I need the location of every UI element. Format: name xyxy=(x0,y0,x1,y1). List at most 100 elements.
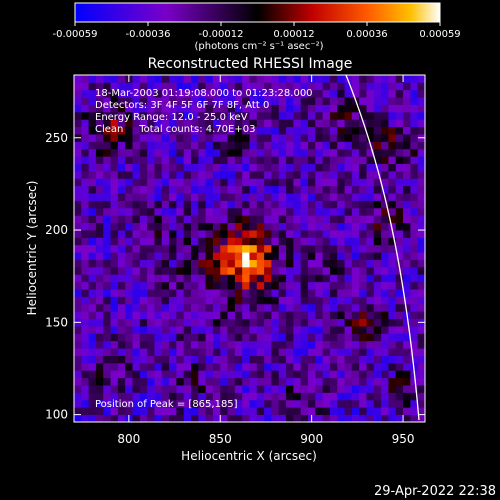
heatmap-pixel xyxy=(117,340,126,349)
heatmap-pixel xyxy=(300,141,309,150)
heatmap-pixel xyxy=(293,385,302,393)
heatmap-pixel xyxy=(403,82,411,91)
heatmap-pixel xyxy=(315,340,324,349)
heatmap-pixel xyxy=(329,259,338,268)
heatmap-pixel xyxy=(205,392,214,401)
heatmap-pixel xyxy=(278,134,287,142)
heatmap-pixel xyxy=(183,289,192,297)
heatmap-pixel xyxy=(388,377,397,386)
heatmap-pixel xyxy=(351,362,360,371)
heatmap-pixel xyxy=(359,148,367,157)
heatmap-pixel xyxy=(417,200,425,209)
heatmap-pixel xyxy=(147,362,155,371)
heatmap-pixel xyxy=(337,414,345,422)
heatmap-pixel xyxy=(381,362,389,371)
heatmap-pixel xyxy=(139,207,148,216)
heatmap-pixel xyxy=(117,266,126,275)
heatmap-pixel xyxy=(366,104,375,113)
heatmap-pixel xyxy=(315,244,324,253)
heatmap-pixel xyxy=(322,215,331,224)
heatmap-pixel xyxy=(161,170,170,179)
heatmap-pixel xyxy=(132,348,141,356)
heatmap-pixel xyxy=(242,311,250,320)
heatmap-pixel xyxy=(161,281,170,290)
heatmap-pixel xyxy=(351,392,360,401)
heatmap-pixel xyxy=(220,355,228,364)
heatmap-pixel xyxy=(161,134,170,142)
heatmap-pixel xyxy=(373,318,382,327)
heatmap-pixel xyxy=(351,207,360,216)
heatmap-pixel xyxy=(388,370,397,379)
heatmap-pixel xyxy=(103,141,111,150)
heatmap-pixel xyxy=(103,333,111,342)
heatmap-pixel xyxy=(139,414,148,422)
heatmap-pixel xyxy=(139,193,148,201)
heatmap-pixel xyxy=(256,289,265,297)
heatmap-pixel xyxy=(329,163,338,172)
heatmap-pixel xyxy=(308,244,316,253)
heatmap-pixel xyxy=(183,333,192,342)
heatmap-pixel xyxy=(373,170,382,179)
heatmap-pixel xyxy=(322,333,331,342)
heatmap-pixel xyxy=(293,75,302,83)
heatmap-pixel xyxy=(227,407,236,416)
heatmap-pixel xyxy=(74,163,82,172)
heatmap-pixel xyxy=(234,104,243,113)
heatmap-pixel xyxy=(366,178,375,187)
heatmap-pixel xyxy=(191,266,199,275)
heatmap-pixel xyxy=(74,97,82,105)
heatmap-pixel xyxy=(403,355,411,364)
heatmap-pixel xyxy=(81,281,90,290)
heatmap-pixel xyxy=(220,111,228,120)
heatmap-pixel xyxy=(381,414,389,422)
heatmap-pixel xyxy=(278,348,287,356)
heatmap-pixel xyxy=(242,111,250,120)
heatmap-pixel xyxy=(271,111,280,120)
heatmap-pixel xyxy=(344,311,353,320)
heatmap-pixel xyxy=(176,75,185,83)
heatmap-pixel xyxy=(264,311,272,320)
heatmap-pixel xyxy=(293,111,302,120)
heatmap-pixel xyxy=(300,333,309,342)
heatmap-pixel xyxy=(183,75,192,83)
heatmap-pixel xyxy=(81,75,90,83)
heatmap-pixel xyxy=(271,414,280,422)
heatmap-pixel xyxy=(278,362,287,371)
heatmap-pixel xyxy=(249,370,258,379)
heatmap-pixel xyxy=(300,289,309,297)
heatmap-pixel xyxy=(249,392,258,401)
heatmap-pixel xyxy=(154,141,163,150)
heatmap-pixel xyxy=(337,392,345,401)
heatmap-pixel xyxy=(132,281,141,290)
heatmap-pixel xyxy=(351,237,360,246)
heatmap-pixel xyxy=(198,296,207,305)
heatmap-pixel xyxy=(132,200,141,209)
heatmap-pixel xyxy=(395,318,404,327)
heatmap-pixel xyxy=(300,244,309,253)
heatmap-pixel xyxy=(117,392,126,401)
heatmap-pixel xyxy=(344,237,353,246)
heatmap-pixel xyxy=(417,178,425,187)
heatmap-pixel xyxy=(373,237,382,246)
heatmap-pixel xyxy=(264,178,272,187)
heatmap-pixel xyxy=(403,230,411,238)
heatmap-pixel xyxy=(234,355,243,364)
heatmap-pixel xyxy=(161,222,170,231)
heatmap-pixel xyxy=(220,230,228,238)
heatmap-pixel xyxy=(234,303,243,312)
heatmap-pixel xyxy=(81,274,90,283)
heatmap-pixel xyxy=(74,252,82,260)
heatmap-pixel xyxy=(381,259,389,268)
heatmap-pixel xyxy=(264,392,272,401)
heatmap-pixel xyxy=(212,215,221,224)
heatmap-pixel xyxy=(256,75,265,83)
heatmap-pixel xyxy=(395,126,404,135)
colorbar-tick-label: -0.00012 xyxy=(199,29,244,40)
heatmap-pixel xyxy=(359,75,367,83)
heatmap-pixel xyxy=(132,230,141,238)
heatmap-pixel xyxy=(81,126,90,135)
heatmap-pixel xyxy=(300,303,309,312)
heatmap-pixel xyxy=(315,185,324,194)
heatmap-pixel xyxy=(205,200,214,209)
